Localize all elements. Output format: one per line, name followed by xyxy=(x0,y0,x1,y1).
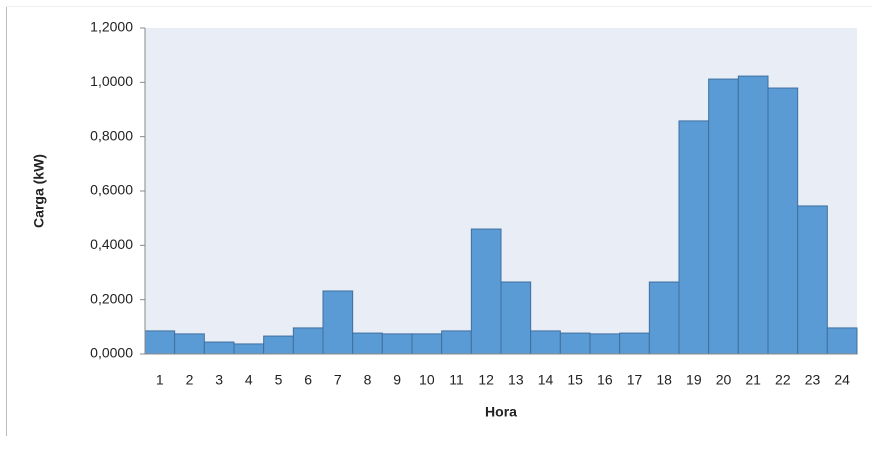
x-tick-label: 14 xyxy=(538,372,554,388)
bar xyxy=(500,281,532,355)
x-tick-label: 12 xyxy=(478,372,494,388)
bar xyxy=(352,332,383,355)
bar xyxy=(678,120,710,355)
y-tick-label: 0,2000 xyxy=(90,290,133,306)
bar xyxy=(708,78,739,355)
y-tick-label: 1,0000 xyxy=(90,73,133,89)
x-axis-title: Hora xyxy=(485,404,517,420)
x-tick-label: 15 xyxy=(567,372,583,388)
x-tick-label: 2 xyxy=(186,372,194,388)
x-tick-label: 21 xyxy=(745,372,761,388)
x-tick-label: 7 xyxy=(334,372,342,388)
y-tick-label: 0,6000 xyxy=(90,182,133,198)
bar xyxy=(767,87,799,355)
x-tick-label: 1 xyxy=(156,372,164,388)
x-tick-label: 20 xyxy=(716,372,732,388)
x-tick-label: 10 xyxy=(419,372,435,388)
y-tick-label: 1,2000 xyxy=(90,19,133,35)
bar xyxy=(826,327,858,355)
y-tick-label: 0,8000 xyxy=(90,127,133,143)
x-tick-label: 11 xyxy=(449,372,464,388)
bar xyxy=(174,333,205,355)
bar xyxy=(263,335,294,355)
bar xyxy=(589,333,621,355)
bar xyxy=(737,75,769,355)
x-tick-label: 5 xyxy=(275,372,283,388)
x-tick-label: 18 xyxy=(656,372,672,388)
bar xyxy=(203,341,235,355)
bar xyxy=(144,330,176,355)
x-tick-label: 19 xyxy=(686,372,702,388)
bar xyxy=(411,333,443,355)
x-tick-label: 13 xyxy=(508,372,524,388)
x-tick-label: 17 xyxy=(627,372,643,388)
bar xyxy=(530,330,561,355)
x-tick-label: 23 xyxy=(805,372,821,388)
bar xyxy=(441,330,472,355)
bar xyxy=(797,205,828,355)
x-tick-label: 3 xyxy=(215,372,223,388)
y-tick-label: 0,4000 xyxy=(90,236,133,252)
bar xyxy=(559,332,591,355)
bar xyxy=(619,332,650,355)
x-tick-label: 4 xyxy=(245,372,253,388)
x-tick-label: 16 xyxy=(597,372,613,388)
y-axis-title: Carga (kW) xyxy=(31,154,47,228)
bar xyxy=(648,281,680,355)
x-tick-label: 8 xyxy=(364,372,372,388)
bar xyxy=(292,327,324,355)
x-tick-label: 9 xyxy=(393,372,401,388)
x-tick-label: 24 xyxy=(834,372,850,388)
bar xyxy=(381,333,413,355)
bar xyxy=(322,290,354,355)
x-tick-label: 22 xyxy=(775,372,791,388)
x-tick-label: 6 xyxy=(304,372,312,388)
bar xyxy=(233,343,265,355)
bar xyxy=(470,228,502,355)
y-tick-label: 0,0000 xyxy=(90,345,133,361)
